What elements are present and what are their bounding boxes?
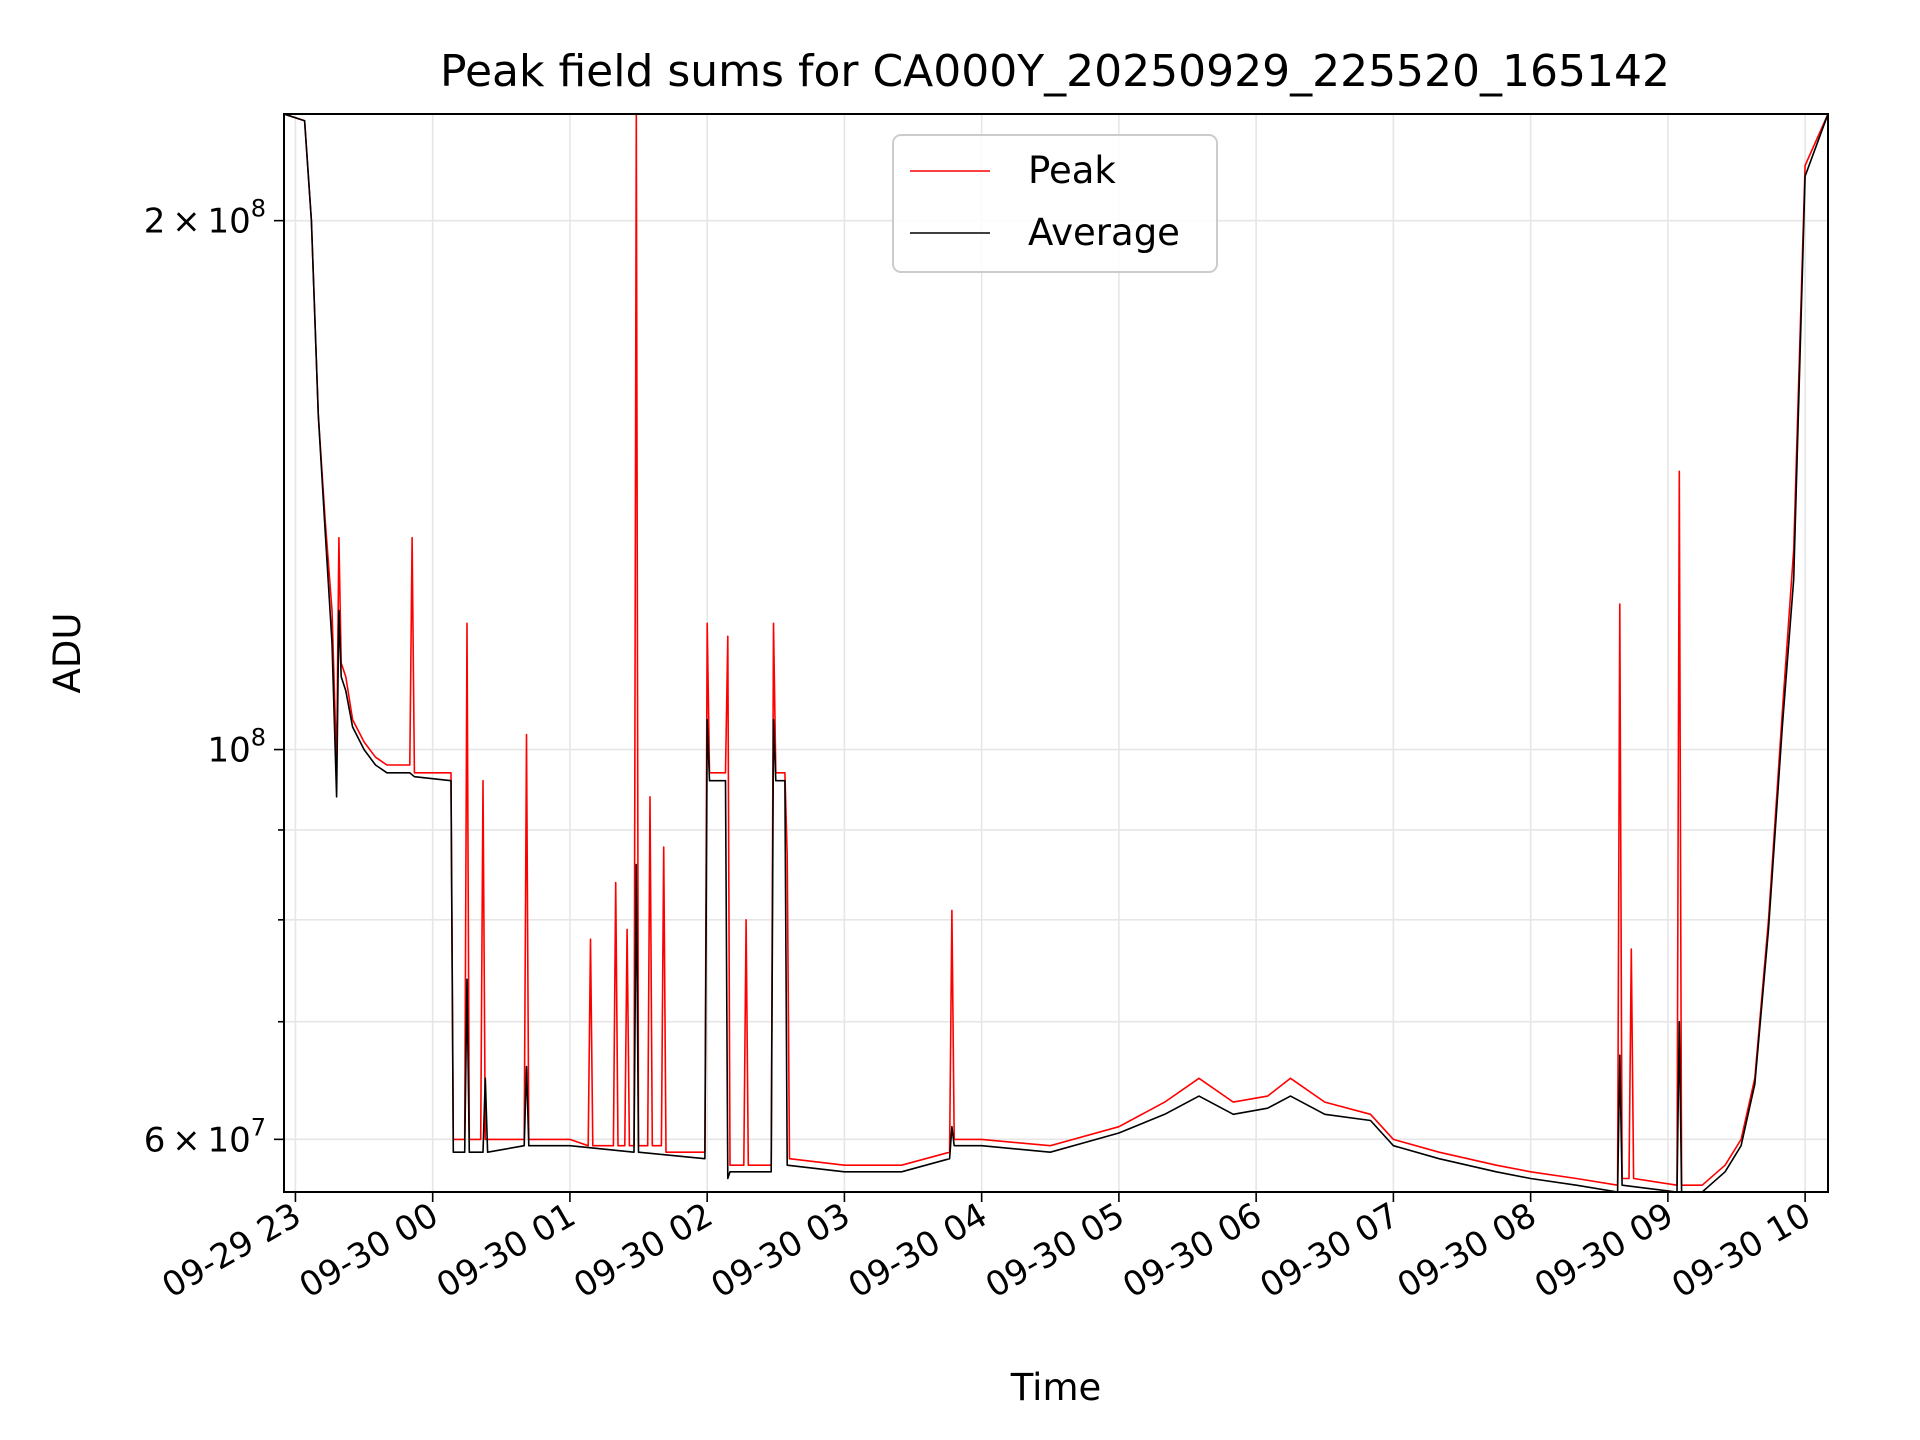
series-line-average — [284, 114, 1828, 1192]
chart-title: Peak field sums for CA000Y_20250929_2255… — [440, 46, 1670, 97]
series-area — [284, 114, 1828, 1192]
legend-label-average: Average — [1028, 211, 1180, 254]
y-tick-label: 6 × 107 — [144, 1113, 266, 1160]
series-line-peak — [284, 114, 1828, 1186]
y-tick-label: 2 × 108 — [144, 195, 266, 242]
y-axis-label: ADU — [46, 613, 89, 694]
y-tick-label: 108 — [207, 724, 266, 771]
x-axis-label: Time — [1010, 1366, 1102, 1409]
plot-frame — [283, 113, 1829, 1193]
legend-label-peak: Peak — [1028, 149, 1116, 192]
legend: Peak Average — [892, 134, 1218, 273]
y-axis: 6 × 107 108 2 × 108 — [144, 195, 284, 1160]
legend-box — [892, 134, 1218, 273]
